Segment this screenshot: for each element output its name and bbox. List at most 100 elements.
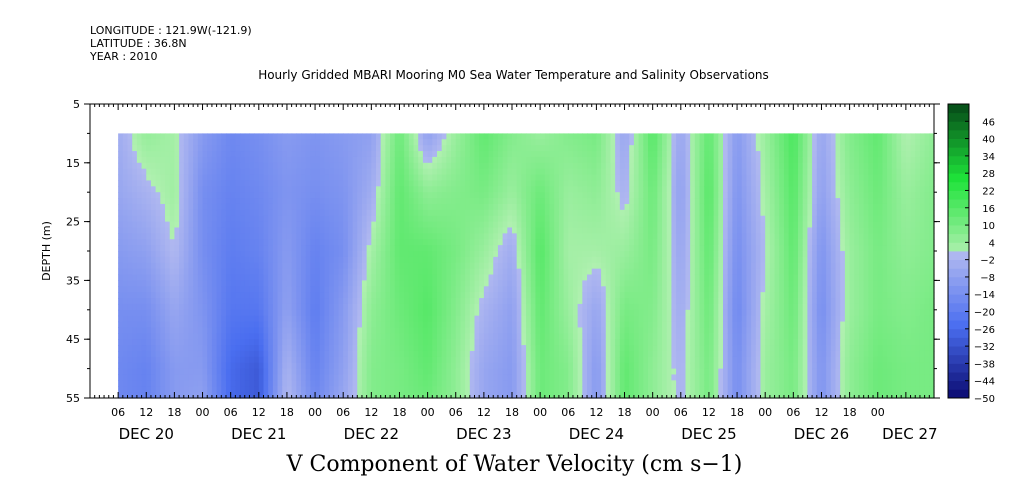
heatmap-cell (432, 139, 438, 146)
heatmap-cell (469, 280, 476, 287)
heatmap-cell (324, 151, 330, 158)
heatmap-cell (404, 156, 410, 164)
heatmap-cell (540, 139, 546, 146)
heatmap-cell (254, 262, 260, 270)
heatmap-cell (507, 233, 513, 240)
heatmap-cell (216, 168, 222, 176)
heatmap-cell (127, 356, 133, 364)
heatmap-cell (263, 333, 269, 340)
heatmap-cell (197, 168, 204, 176)
heatmap-cell (310, 362, 316, 370)
heatmap-cell (399, 156, 405, 164)
heatmap-cell (301, 268, 307, 276)
heatmap-cell (347, 374, 354, 381)
heatmap-cell (338, 215, 344, 223)
heatmap-cell (436, 215, 443, 223)
heatmap-cell (558, 192, 565, 199)
heatmap-cell (479, 151, 485, 158)
heatmap-cell (333, 180, 340, 187)
heatmap-cell (479, 168, 485, 176)
heatmap-cell (286, 309, 293, 317)
heatmap-cell (601, 233, 607, 240)
heatmap-cell (516, 280, 522, 287)
heatmap-cell (244, 198, 251, 205)
heatmap-cell (596, 209, 602, 217)
heatmap-cell (422, 350, 429, 358)
heatmap-cell (291, 268, 297, 276)
heatmap-cell (582, 262, 588, 270)
heatmap-cell (169, 292, 175, 299)
heatmap-cell (165, 392, 171, 399)
heatmap-cell (268, 315, 274, 323)
heatmap-cell (272, 162, 279, 170)
heatmap-cell (160, 245, 166, 252)
heatmap-cell (357, 227, 363, 234)
heatmap-cell (394, 156, 401, 164)
heatmap-cell (258, 251, 265, 258)
heatmap-cell (544, 339, 551, 346)
heatmap-cell (549, 315, 555, 323)
heatmap-cell (479, 339, 485, 346)
heatmap-cell (286, 321, 293, 329)
heatmap-cell (446, 156, 452, 164)
heatmap-cell (197, 156, 204, 164)
heatmap-cell (146, 215, 152, 223)
heatmap-cell (357, 327, 363, 334)
heatmap-cell (605, 168, 612, 176)
heatmap-cell (132, 192, 138, 199)
heatmap-cell (465, 245, 471, 252)
heatmap-cell (263, 239, 269, 246)
heatmap-cell (497, 239, 504, 246)
heatmap-cell (319, 156, 326, 164)
heatmap-cell (263, 356, 269, 364)
heatmap-cell (601, 227, 607, 234)
heatmap-cell (165, 286, 171, 293)
heatmap-cell (408, 380, 415, 387)
heatmap-cell (230, 274, 236, 281)
heatmap-cell (502, 227, 508, 234)
heatmap-cell (319, 286, 326, 293)
heatmap-cell (169, 298, 175, 305)
heatmap-cell (385, 268, 391, 276)
heatmap-cell (165, 374, 171, 381)
heatmap-cell (216, 268, 222, 276)
heatmap-cell (319, 186, 326, 193)
heatmap-cell (352, 345, 358, 352)
heatmap-cell (263, 133, 269, 140)
heatmap-cell (521, 168, 527, 176)
heatmap-cell (469, 262, 476, 270)
heatmap-cell (488, 209, 494, 217)
heatmap-cell (277, 256, 283, 264)
heatmap-cell (193, 198, 199, 205)
heatmap-cell (361, 309, 368, 317)
heatmap-cell (535, 262, 541, 270)
heatmap-cell (272, 392, 279, 399)
heatmap-cell (563, 303, 569, 311)
heatmap-cell (371, 233, 377, 240)
heatmap-cell (216, 203, 222, 211)
heatmap-cell (633, 168, 640, 176)
heatmap-cell (122, 298, 129, 305)
heatmap-cell (366, 239, 372, 246)
heatmap-cell (179, 221, 185, 229)
heatmap-cell (587, 262, 593, 270)
heatmap-cell (554, 209, 560, 217)
heatmap-cell (319, 309, 326, 317)
heatmap-cell (249, 303, 255, 311)
heatmap-cell (357, 162, 363, 170)
heatmap-cell (361, 227, 368, 234)
heatmap-cell (225, 233, 232, 240)
heatmap-cell (235, 268, 241, 276)
heatmap-cell (122, 162, 129, 170)
heatmap-cell (390, 139, 396, 146)
heatmap-cell (118, 362, 124, 370)
heatmap-cell (385, 345, 391, 352)
heatmap-cell (286, 303, 293, 311)
heatmap-cell (315, 180, 321, 187)
heatmap-cell (441, 274, 447, 281)
heatmap-cell (225, 362, 232, 370)
heatmap-cell (155, 239, 161, 246)
heatmap-cell (446, 168, 452, 176)
heatmap-cell (183, 262, 190, 270)
heatmap-cell (183, 180, 190, 187)
